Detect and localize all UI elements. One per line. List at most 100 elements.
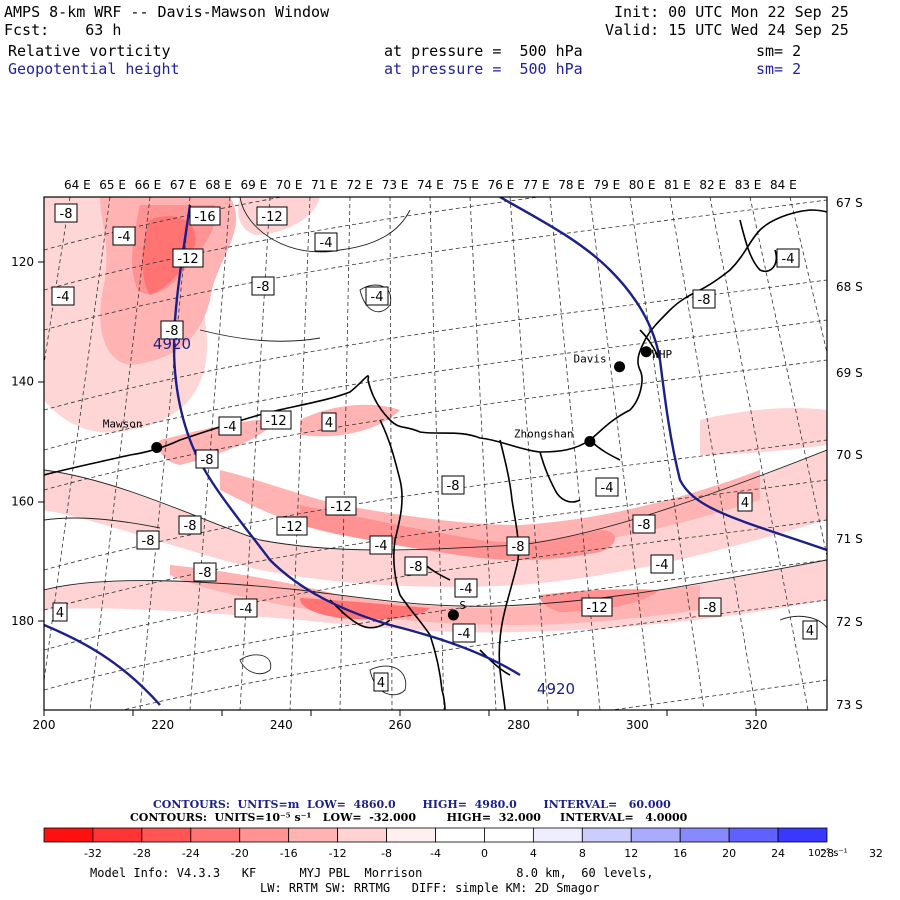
vorticity-label: -16 — [189, 206, 221, 226]
colorbar-label: -4 — [430, 847, 441, 860]
init-time: Init: 00 UTC Mon 22 Sep 25 — [614, 3, 849, 21]
svg-text:-12: -12 — [330, 500, 351, 515]
colorbar-cell — [141, 827, 192, 843]
colorbar-cell — [679, 827, 730, 843]
lon-label: 77 E — [523, 178, 550, 192]
colorbar-cell — [288, 827, 339, 843]
vorticity-label: -8 — [404, 556, 428, 576]
svg-text:4: 4 — [56, 606, 64, 621]
lon-label: 78 E — [558, 178, 585, 192]
svg-text:-4: -4 — [118, 230, 131, 245]
vorticity-label: -8 — [195, 449, 219, 469]
lon-label: 83 E — [735, 178, 762, 192]
station-davis: Davis — [574, 353, 626, 373]
field1-smooth: sm= 2 — [756, 42, 802, 60]
x-tick-label: 280 — [507, 718, 530, 732]
latitude-labels: 67 S 68 S 69 S 70 S 71 S 72 S 73 S — [836, 196, 863, 712]
svg-text:-16: -16 — [194, 210, 215, 225]
colorbar-label: -24 — [182, 847, 200, 860]
x-tick-label: 200 — [33, 718, 56, 732]
svg-text:-8: -8 — [257, 280, 270, 295]
vorticity-label: -12 — [256, 206, 288, 226]
svg-text:-8: -8 — [698, 293, 711, 308]
chart-title: AMPS 8-km WRF -- Davis-Mawson Window — [4, 3, 330, 21]
physics-info: LW: RRTM SW: RRTMG DIFF: simple KM: 2D S… — [260, 881, 600, 895]
vorticity-label: 4 — [321, 412, 337, 432]
height-contour-labels: 4920 4920 — [153, 335, 575, 698]
vorticity-label: -8 — [178, 515, 202, 535]
colorbar-label: -32 — [84, 847, 102, 860]
vorticity-label: 4 — [802, 620, 818, 640]
svg-text:4: 4 — [325, 416, 333, 431]
lon-label: 76 E — [488, 178, 515, 192]
x-tick-label: 300 — [626, 718, 649, 732]
lat-lon-grid — [44, 197, 827, 710]
svg-text:Davis: Davis — [574, 353, 607, 366]
svg-text:-4: -4 — [601, 481, 614, 496]
lat-label: 72 S — [836, 615, 863, 629]
svg-text:-4: -4 — [320, 236, 333, 251]
vorticity-contour-caption: CONTOURS: UNITS=10⁻⁵ s⁻¹ LOW= -32.000 HI… — [130, 811, 688, 824]
station-site-5: S — [447, 599, 466, 621]
svg-text:-12: -12 — [281, 520, 302, 535]
field1-level: at pressure = 500 hPa — [384, 42, 583, 60]
height-label: 4920 — [153, 335, 191, 353]
height-contour-caption: CONTOURS: UNITS=m LOW= 4860.0 HIGH= 4980… — [153, 798, 671, 811]
svg-text:-8: -8 — [142, 534, 155, 549]
svg-text:-4: -4 — [240, 602, 253, 617]
colorbar-cell — [581, 827, 632, 843]
vorticity-label: -4 — [218, 416, 242, 436]
colorbar-label: 8 — [579, 847, 586, 860]
colorbar-label: 4 — [530, 847, 537, 860]
lon-label: 74 E — [417, 178, 444, 192]
vorticity-label: -12 — [260, 410, 292, 430]
y-tick-label: 180 — [11, 614, 34, 628]
vorticity-label: -12 — [172, 248, 204, 268]
svg-text:4: 4 — [806, 624, 814, 639]
colorbar-label: 28 — [820, 847, 834, 860]
colorbar-cell — [92, 827, 143, 843]
vorticity-label: -4 — [454, 578, 478, 598]
svg-text:-8: -8 — [447, 479, 460, 494]
svg-text:-4: -4 — [460, 582, 473, 597]
valid-time: Valid: 15 UTC Wed 24 Sep 25 — [605, 21, 849, 39]
colorbar-cell — [386, 827, 436, 843]
vorticity-fill — [44, 197, 827, 633]
colorbar-label: 20 — [722, 847, 736, 860]
vorticity-label: -8 — [698, 597, 722, 617]
vorticity-label: -8 — [136, 530, 160, 550]
vorticity-label: -4 — [365, 286, 389, 306]
y-tick-label: 140 — [11, 375, 34, 389]
field1-name: Relative vorticity — [8, 42, 171, 60]
lon-label: 64 E — [64, 178, 91, 192]
vorticity-label: -4 — [314, 232, 338, 252]
x-tick-label: 260 — [389, 718, 412, 732]
colorbar-cell — [484, 827, 534, 843]
colorbar-label: -12 — [329, 847, 347, 860]
vorticity-label: -12 — [325, 496, 357, 516]
lon-label: 67 E — [170, 178, 197, 192]
svg-text:-8: -8 — [199, 566, 212, 581]
lon-label: 66 E — [135, 178, 162, 192]
colorbar-label: 32 — [869, 847, 883, 860]
lon-label: 68 E — [205, 178, 232, 192]
vorticity-label: -8 — [193, 562, 217, 582]
field2-name: Geopotential height — [8, 60, 180, 78]
model-info: Model Info: V4.3.3 KF MYJ PBL Morrison 8… — [90, 866, 654, 880]
colorbar: -32 -28 -24 -20 -16 -12 -8 -4 0 4 8 12 16 20 24 28 32 10⁻… — [43, 827, 883, 860]
lat-label: 70 S — [836, 448, 863, 462]
height-contours — [44, 197, 827, 706]
svg-text:-8: -8 — [201, 453, 214, 468]
y-tick-labels: 120 140 160 180 — [11, 255, 34, 628]
svg-text:-12: -12 — [586, 601, 607, 616]
y-tick-label: 120 — [11, 255, 34, 269]
lon-label: 71 E — [311, 178, 338, 192]
station-whp: WHP — [640, 346, 672, 361]
svg-text:Zhongshan: Zhongshan — [514, 428, 574, 441]
vorticity-label: -8 — [632, 514, 656, 534]
colorbar-label: -28 — [133, 847, 151, 860]
lon-label: 84 E — [770, 178, 797, 192]
svg-text:-8: -8 — [512, 540, 525, 555]
colorbar-cell — [728, 827, 779, 843]
colorbar-unit: 10⁻⁵ s⁻¹ — [808, 848, 848, 859]
